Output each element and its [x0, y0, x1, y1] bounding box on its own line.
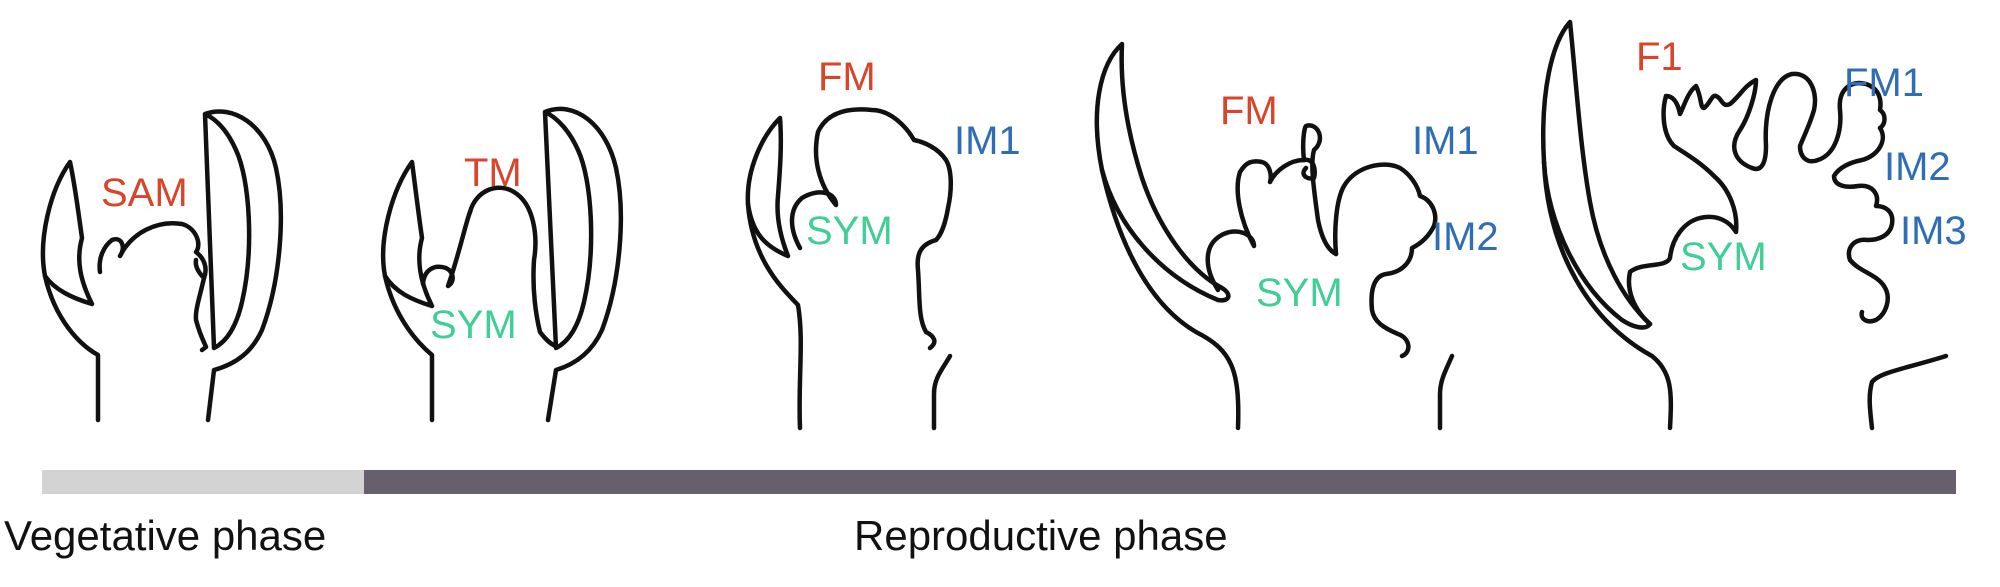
stage-2-left-leaf — [380, 159, 435, 309]
reproductive-phase-label: Reproductive phase — [854, 512, 1228, 559]
label-tm: TM — [464, 151, 522, 195]
stage-5-reproductive-apex — [1541, 19, 1949, 431]
label-sam: SAM — [101, 171, 188, 215]
stage-2-sym-dome — [420, 209, 473, 289]
stage-5-stem-right — [1867, 353, 1949, 431]
stage-2-transition-apex — [380, 106, 624, 423]
stage-4-stem-right — [1437, 353, 1455, 431]
label-f1: F1 — [1636, 35, 1683, 79]
stage-1-apex-dome — [97, 221, 208, 281]
stage-1-right-leaf — [202, 109, 284, 423]
phase-timeline: Vegetative phase Reproductive phase — [4, 470, 1956, 559]
label-sym: SYM — [806, 209, 893, 253]
label-im2: IM2 — [1432, 215, 1499, 259]
label-im1: IM1 — [954, 119, 1021, 163]
label-fm1: FM1 — [1844, 61, 1924, 105]
stage-5-bract — [1541, 19, 1653, 330]
stage-3-stem-right — [931, 353, 953, 431]
stage-4-fm-stalk — [1300, 123, 1339, 257]
label-sym: SYM — [1256, 271, 1343, 315]
stage-2-tm-dome — [467, 185, 559, 349]
stage-4-stem-left — [1099, 167, 1241, 431]
label-im3: IM3 — [1900, 209, 1967, 253]
stage-1-left-leaf — [40, 159, 95, 307]
label-im1: IM1 — [1412, 119, 1479, 163]
stage-5-im-domes — [1831, 125, 1895, 324]
vegetative-phase-label: Vegetative phase — [4, 512, 326, 559]
meristem-labels: SAM TM SYM FM IM1 SYM FM IM1 IM2 SYM F1 … — [101, 35, 1967, 347]
stage-3-reproductive-apex — [745, 107, 953, 431]
stage-1-stem-left — [42, 273, 101, 423]
stage-5-fm1-dome — [1749, 71, 1887, 172]
stage-5-sym-and-f1 — [1626, 77, 1759, 327]
stage-3-stem-left — [745, 201, 803, 431]
stage-3-flank — [915, 237, 939, 351]
stage-5-stem-left — [1541, 159, 1674, 431]
stage-2-stem-left — [382, 273, 435, 423]
stage-4-im-domes — [1333, 162, 1438, 359]
stage-4-bract — [1094, 41, 1231, 303]
label-fm: FM — [1220, 89, 1278, 133]
stage-1-vegetative-apex — [40, 109, 284, 423]
stage-1-stem-right — [193, 275, 209, 353]
stage-3-bract — [745, 115, 791, 259]
label-sym: SYM — [1680, 235, 1767, 279]
label-fm: FM — [818, 55, 876, 99]
stage-3-meristems — [789, 107, 953, 251]
reproductive-phase-bar — [364, 470, 1956, 494]
label-sym: SYM — [430, 303, 517, 347]
stage-2-right-leaf — [542, 106, 624, 423]
stage-4-reproductive-apex — [1094, 41, 1455, 431]
vegetative-phase-bar — [42, 470, 364, 494]
label-im2: IM2 — [1884, 145, 1951, 189]
